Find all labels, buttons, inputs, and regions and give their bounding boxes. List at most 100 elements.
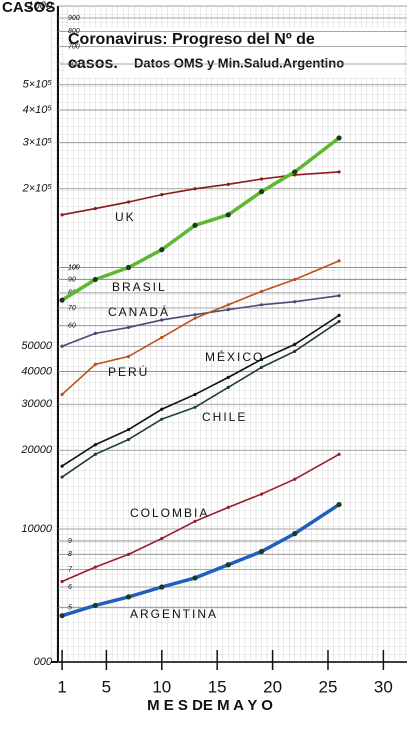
point [193, 405, 197, 409]
point [337, 259, 341, 263]
y-tick-label: 3×10⁵ [23, 137, 53, 149]
point [126, 325, 131, 330]
point [92, 602, 98, 609]
x-tick-label: 15 [208, 677, 227, 696]
y-tick-label: 7 [68, 566, 73, 573]
y-tick-label: 800 [68, 28, 80, 35]
point [92, 276, 98, 283]
point [93, 452, 97, 456]
series-label: CHILE [202, 410, 247, 424]
y-tick-label: 2×10⁵ [22, 183, 53, 195]
y-tick-label: 50000 [21, 340, 52, 352]
point [193, 519, 197, 523]
series-label: MÉXICO [205, 349, 264, 364]
point [226, 375, 230, 379]
x-axis-label: M E S DE M A Y O [147, 697, 273, 714]
point [159, 584, 165, 590]
y-tick-label: 60 [68, 322, 76, 329]
point [337, 319, 341, 324]
point [225, 212, 231, 218]
series-label: ARGENTINA [130, 607, 218, 621]
point [126, 552, 131, 556]
point [160, 318, 164, 322]
series-label: CANADÁ [108, 304, 170, 319]
point [159, 247, 165, 253]
point [126, 437, 131, 442]
point [160, 407, 164, 411]
point [337, 313, 341, 317]
y-tick-label: 5 [68, 605, 72, 612]
point [293, 349, 297, 353]
y-tick-label: 30000 [21, 398, 52, 410]
y-tick-label: 8 [68, 551, 72, 558]
x-tick-label: 5 [102, 677, 111, 696]
point [293, 477, 297, 481]
point [60, 392, 64, 397]
point [93, 565, 97, 569]
y-tick-label: 4×10⁵ [23, 104, 53, 116]
chart-title: Coronavirus: Progreso del Nº de [68, 31, 315, 48]
point [292, 531, 298, 537]
y-tick-label: 6 [68, 584, 72, 591]
point [225, 562, 231, 568]
point [293, 342, 297, 347]
point [258, 189, 265, 195]
point [60, 213, 64, 217]
y-axis-label: CASOS [2, 0, 55, 16]
point [93, 206, 97, 211]
point [193, 392, 197, 397]
series-label: COLOMBIA [130, 506, 209, 520]
point [160, 335, 164, 340]
point [193, 313, 197, 317]
point [293, 300, 297, 304]
point [259, 289, 264, 294]
series-label: BRASIL [112, 280, 167, 294]
point [292, 169, 298, 175]
y-tick-label: 70 [68, 305, 76, 312]
y-tick-label: 000 [34, 656, 53, 668]
point [60, 464, 64, 468]
x-tick-label: 10 [152, 677, 171, 696]
point [93, 331, 97, 335]
point [336, 501, 342, 508]
point [160, 417, 164, 421]
point [60, 579, 64, 584]
point [226, 385, 230, 389]
x-tick-label: 1 [57, 677, 66, 696]
point [93, 362, 97, 367]
point [193, 316, 197, 320]
series-label: PERÚ [108, 364, 149, 379]
point [125, 264, 132, 271]
point [259, 365, 264, 369]
point [160, 193, 164, 197]
x-tick-label: 25 [319, 677, 338, 696]
point [259, 303, 264, 307]
point [258, 548, 265, 555]
y-tick-label: 90 [68, 276, 76, 283]
y-tick-label: 20000 [20, 444, 52, 456]
point [293, 277, 297, 282]
graph-paper [51, 6, 407, 662]
point [126, 427, 131, 432]
point [60, 475, 64, 479]
y-tick-label: 100 [68, 264, 80, 271]
point [226, 505, 230, 509]
point [60, 344, 64, 348]
point [160, 536, 164, 541]
point [192, 575, 198, 581]
point [93, 443, 97, 447]
point [337, 294, 341, 298]
point [226, 182, 230, 186]
title-box [64, 28, 404, 78]
y-tick-label: 5×10⁵ [23, 79, 53, 91]
point [259, 357, 264, 362]
y-tick-label: 900 [68, 15, 80, 22]
y-tick-label: 1000 [28, 0, 53, 12]
y-tick-label: 9 [68, 538, 72, 545]
chart-source: Datos OMS y Min.Salud.Argentino [134, 55, 344, 70]
point [226, 303, 230, 307]
y-tick-label: 40000 [21, 365, 52, 377]
point [226, 308, 230, 312]
point [59, 297, 65, 303]
